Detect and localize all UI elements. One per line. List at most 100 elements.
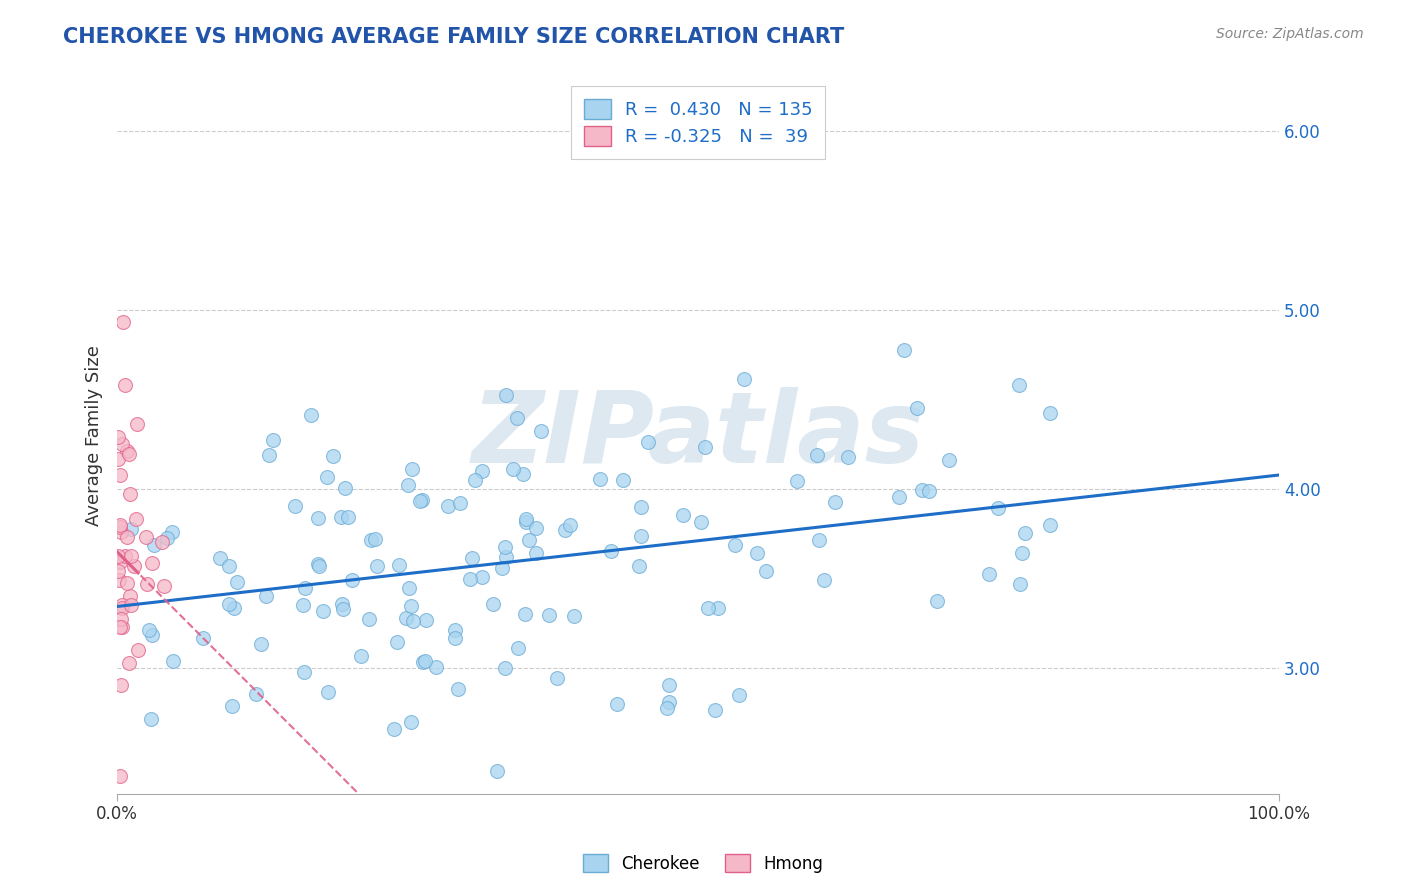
Point — [1039, 406, 1062, 420]
Point — [733, 372, 755, 386]
Point — [111, 315, 134, 329]
Point — [250, 637, 273, 651]
Point — [512, 467, 534, 481]
Point — [458, 572, 481, 586]
Point — [120, 522, 142, 536]
Text: CHEROKEE VS HMONG AVERAGE FAMILY SIZE CORRELATION CHART: CHEROKEE VS HMONG AVERAGE FAMILY SIZE CO… — [63, 27, 845, 46]
Point — [226, 575, 249, 590]
Point — [141, 556, 163, 570]
Point — [330, 510, 353, 524]
Point — [382, 722, 405, 736]
Point — [524, 521, 547, 535]
Point — [401, 615, 423, 629]
Point — [307, 511, 329, 525]
Point — [162, 654, 184, 668]
Point — [658, 696, 681, 710]
Point — [627, 559, 650, 574]
Point — [107, 549, 129, 564]
Point — [464, 473, 486, 487]
Point — [506, 641, 529, 656]
Point — [357, 612, 380, 626]
Point — [925, 594, 948, 608]
Point — [120, 590, 142, 604]
Point — [1010, 577, 1032, 591]
Point — [530, 424, 553, 438]
Point — [316, 470, 339, 484]
Point — [208, 550, 231, 565]
Point — [152, 579, 174, 593]
Text: ZIPatlas: ZIPatlas — [471, 387, 925, 484]
Point — [349, 649, 371, 664]
Point — [294, 582, 316, 596]
Point — [502, 462, 524, 476]
Point — [412, 655, 434, 669]
Point — [697, 601, 720, 615]
Point — [115, 443, 138, 458]
Point — [515, 511, 537, 525]
Point — [396, 478, 419, 492]
Point — [110, 612, 132, 626]
Point — [538, 607, 561, 622]
Point — [395, 611, 418, 625]
Point — [600, 543, 623, 558]
Point — [425, 660, 447, 674]
Point — [519, 533, 541, 548]
Point — [672, 508, 695, 523]
Point — [340, 574, 363, 588]
Point — [311, 604, 333, 618]
Point — [117, 575, 139, 590]
Point — [806, 448, 828, 462]
Point — [893, 343, 915, 357]
Point — [222, 600, 245, 615]
Point — [330, 597, 353, 611]
Point — [824, 495, 846, 509]
Legend: Cherokee, Hmong: Cherokee, Hmong — [576, 847, 830, 880]
Point — [156, 531, 179, 545]
Point — [307, 558, 329, 572]
Point — [755, 564, 778, 578]
Point — [747, 546, 769, 560]
Point — [689, 515, 711, 529]
Point — [254, 589, 277, 603]
Point — [1011, 546, 1033, 560]
Point — [911, 483, 934, 497]
Point — [118, 486, 141, 500]
Point — [905, 401, 928, 415]
Point — [191, 632, 214, 646]
Point — [111, 600, 134, 615]
Point — [589, 472, 612, 486]
Point — [108, 467, 131, 482]
Point — [728, 688, 751, 702]
Point — [808, 533, 831, 547]
Point — [143, 538, 166, 552]
Point — [263, 433, 285, 447]
Point — [122, 558, 145, 573]
Text: Source: ZipAtlas.com: Source: ZipAtlas.com — [1216, 27, 1364, 41]
Point — [120, 549, 142, 564]
Point — [1014, 525, 1036, 540]
Point — [491, 561, 513, 575]
Point — [398, 581, 420, 595]
Point — [337, 510, 360, 524]
Point — [127, 417, 149, 432]
Point — [299, 408, 322, 422]
Point — [118, 657, 141, 671]
Point — [110, 524, 132, 539]
Point — [637, 434, 659, 449]
Point — [292, 598, 315, 612]
Point — [218, 597, 240, 611]
Point — [813, 573, 835, 587]
Point — [437, 499, 460, 513]
Point — [401, 462, 423, 476]
Point — [558, 518, 581, 533]
Point — [257, 448, 280, 462]
Point — [486, 764, 509, 778]
Point — [363, 533, 385, 547]
Point — [655, 701, 678, 715]
Point — [494, 661, 516, 675]
Point — [125, 511, 148, 525]
Point — [482, 598, 505, 612]
Point — [495, 549, 517, 564]
Point — [515, 516, 537, 530]
Point — [139, 712, 162, 726]
